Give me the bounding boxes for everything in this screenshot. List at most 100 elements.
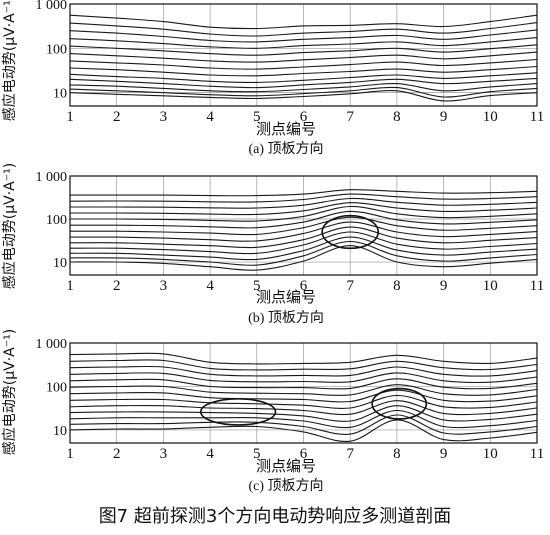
panel-a-series-line-7	[69, 58, 538, 70]
panel-c-x-tick-label: 11	[530, 446, 544, 462]
panel-c-series-line-7	[69, 389, 538, 403]
panel-b-x-tick-label: 5	[253, 278, 261, 294]
panel-b-series-line-3	[69, 197, 538, 209]
panel-a-series-line-11	[69, 82, 538, 93]
panel-a-series-line-1	[69, 14, 538, 30]
figure-caption: 图7 超前探测3个方向电动势响应多测道剖面	[99, 506, 452, 527]
panel-b-series-line-7	[69, 216, 538, 236]
panel-c-series-line-3	[69, 365, 538, 377]
panel-c-series-line-10	[69, 405, 538, 422]
panel-c-series-line-12	[69, 414, 538, 435]
panel-a-y-axis-label: 感应电动势(μV·A⁻¹)	[1, 0, 18, 121]
panel-c-title: (c) 顶板方向	[248, 478, 323, 494]
panel-a-x-tick-label: 11	[530, 109, 544, 125]
panel-b-x-tick-label: 7	[346, 278, 354, 294]
panel-c-x-tick-label: 5	[253, 446, 261, 462]
panel-a-y-tick-label: 1 000	[36, 0, 68, 13]
panel-a-x-tick-label: 7	[346, 109, 354, 125]
panel-c-x-tick-label: 10	[483, 446, 498, 462]
panel-b: 1 2 3 4 5 6 7 8 9 10 11 10 100 1 000 感应电动势(μV·A⁻¹) 测点…	[1, 163, 544, 326]
panel-c-anomaly-ellipse-2	[371, 387, 428, 420]
panel-c-x-tick-label: 7	[346, 446, 354, 462]
panel-a-series-line-3	[69, 29, 538, 43]
panel-b-series-line-6	[69, 210, 538, 229]
panel-b-plot: 1 2 3 4 5 6 7 8 9 10 11 10 100 1 000	[36, 170, 545, 294]
panel-b-series-line-8	[69, 221, 538, 242]
panel-a: 1 2 3 4 5 6 7 8 9 10 11 10 100 1 000 感应电动势(μV·A⁻¹) 测点…	[1, 0, 544, 157]
panel-b-series-line-11	[69, 236, 538, 261]
panel-c-series-line-5	[69, 378, 538, 390]
panel-c-anomaly-ellipse-1	[199, 398, 277, 426]
panel-a-x-tick-label: 9	[440, 109, 448, 125]
panel-c-series-line-13	[69, 419, 538, 443]
panel-b-series-line-1	[70, 189, 538, 197]
panel-c: 1 2 3 4 5 6 7 8 9 10 11 10 100 1 000 感应电动势(μV·A⁻¹) 测点…	[1, 329, 544, 494]
panel-c-series-line-8	[69, 394, 538, 409]
panel-c-y-axis-label: 感应电动势(μV·A⁻¹)	[1, 329, 18, 455]
panel-b-series-line-10	[69, 231, 538, 255]
panel-a-x-tick-label: 8	[393, 109, 401, 125]
panel-c-plot: 1 2 3 4 5 6 7 8 9 10 11 10 100 1 000	[36, 337, 545, 462]
panel-c-y-tick-label: 100	[46, 380, 67, 395]
panel-b-series-line-9	[69, 226, 538, 249]
panel-a-x-tick-label: 6	[300, 109, 308, 125]
panel-b-x-tick-label: 1	[66, 278, 74, 294]
panel-a-y-tick-label: 10	[53, 87, 67, 102]
panel-a-title: (a) 顶板方向	[248, 141, 323, 157]
panel-a-x-tick-label: 1	[66, 109, 74, 125]
panel-c-series-line-11	[69, 409, 538, 429]
panel-c-x-tick-label: 9	[440, 446, 448, 462]
panel-a-series-line-9	[69, 72, 538, 83]
panel-b-y-tick-label: 10	[53, 256, 67, 271]
panel-c-x-tick-label: 4	[206, 446, 214, 462]
panel-b-series-line-5	[69, 205, 538, 222]
panel-b-x-tick-label: 8	[393, 278, 401, 294]
panel-b-x-tick-label: 11	[530, 278, 544, 294]
panel-c-x-tick-label: 6	[300, 446, 308, 462]
panel-c-x-tick-label: 3	[160, 446, 168, 462]
panel-a-x-tick-label: 10	[483, 109, 498, 125]
panel-a-series-line-6	[69, 51, 538, 63]
panel-b-series-line-2	[69, 193, 538, 203]
panel-b-title: (b) 顶板方向	[248, 310, 324, 326]
panel-b-series-line-12	[69, 240, 538, 266]
panel-c-series-line-1	[69, 352, 538, 365]
panel-c-x-tick-label: 1	[66, 446, 74, 462]
panel-a-series-line-4	[69, 37, 538, 49]
panel-c-x-tick-label: 2	[113, 446, 121, 462]
panel-a-x-tick-label: 3	[160, 109, 168, 125]
panel-a-plot-frame	[69, 3, 538, 107]
panel-b-y-axis-label: 感应电动势(μV·A⁻¹)	[1, 163, 18, 289]
panel-c-series-line-9	[69, 400, 538, 416]
panel-b-x-tick-label: 4	[206, 278, 214, 294]
panel-c-plot-frame	[69, 342, 538, 444]
panel-b-x-tick-label: 10	[483, 278, 498, 294]
panel-a-series-line-2	[69, 22, 538, 37]
panel-b-series-line-4	[70, 202, 538, 216]
panel-c-y-tick-label: 1 000	[36, 337, 68, 352]
panel-c-series-line-2	[69, 359, 538, 371]
panel-c-y-tick-label: 10	[53, 424, 67, 439]
panel-b-y-tick-label: 100	[46, 213, 67, 228]
panel-c-x-tick-label: 8	[393, 446, 401, 462]
panel-a-series-line-12	[69, 86, 538, 98]
panel-a-plot: 1 2 3 4 5 6 7 8 9 10 11 10 100 1 000	[36, 0, 545, 125]
panel-a-x-tick-label: 2	[113, 109, 121, 125]
panel-a-series-line-13	[69, 89, 538, 102]
panel-a-x-axis-label: 测点编号	[256, 120, 316, 138]
panel-a-y-tick-label: 100	[46, 42, 67, 57]
panel-c-x-axis-label: 测点编号	[256, 457, 316, 475]
panel-b-x-axis-label: 测点编号	[256, 288, 316, 306]
panel-b-plot-frame	[69, 175, 538, 276]
panel-a-x-tick-label: 4	[206, 109, 214, 125]
panel-b-series-line-13	[69, 245, 538, 271]
panel-c-series-line-6	[69, 384, 538, 396]
panel-a-series-line-5	[69, 44, 538, 56]
panel-b-x-tick-label: 2	[113, 278, 121, 294]
panel-c-series-line-4	[69, 372, 538, 384]
panel-b-y-tick-label: 1 000	[36, 170, 68, 185]
panel-b-anomaly-ellipse-1	[321, 214, 380, 250]
panel-a-series-line-8	[69, 65, 538, 77]
panel-a-series-line-10	[69, 77, 538, 89]
